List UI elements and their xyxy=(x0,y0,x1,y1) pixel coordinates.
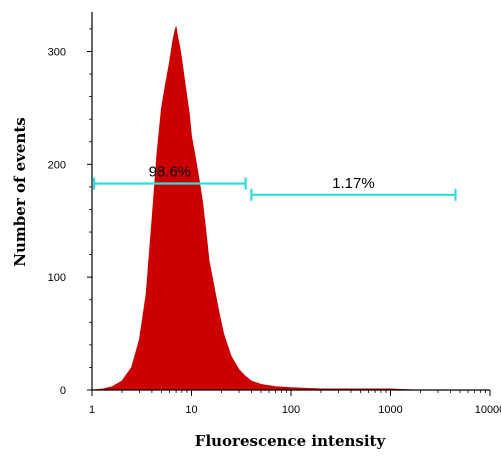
x-axis-title: Fluorescence intensity xyxy=(195,432,387,450)
y-tick-label: 200 xyxy=(48,159,66,171)
y-axis-title: Number of events xyxy=(11,117,29,266)
x-tick-label: 10 xyxy=(185,404,197,416)
x-tick-label: 100 xyxy=(282,404,300,416)
y-tick-label: 0 xyxy=(60,385,66,397)
plot-area xyxy=(91,26,417,391)
y-tick-label: 100 xyxy=(48,272,66,284)
x-tick-label: 1 xyxy=(89,404,95,416)
histogram-series-0 xyxy=(91,26,417,391)
gate-label-0: 98.6% xyxy=(149,164,192,181)
x-tick-label: 10000 xyxy=(475,404,501,416)
y-tick-label: 300 xyxy=(48,46,66,58)
gates: 98.6% 1.17% xyxy=(93,164,457,201)
x-tick-label: 1000 xyxy=(378,404,402,416)
axes: 0 100 200 300 1 10 100 1000 10000 xyxy=(48,12,501,416)
gate-label-1: 1.17% xyxy=(332,175,375,192)
